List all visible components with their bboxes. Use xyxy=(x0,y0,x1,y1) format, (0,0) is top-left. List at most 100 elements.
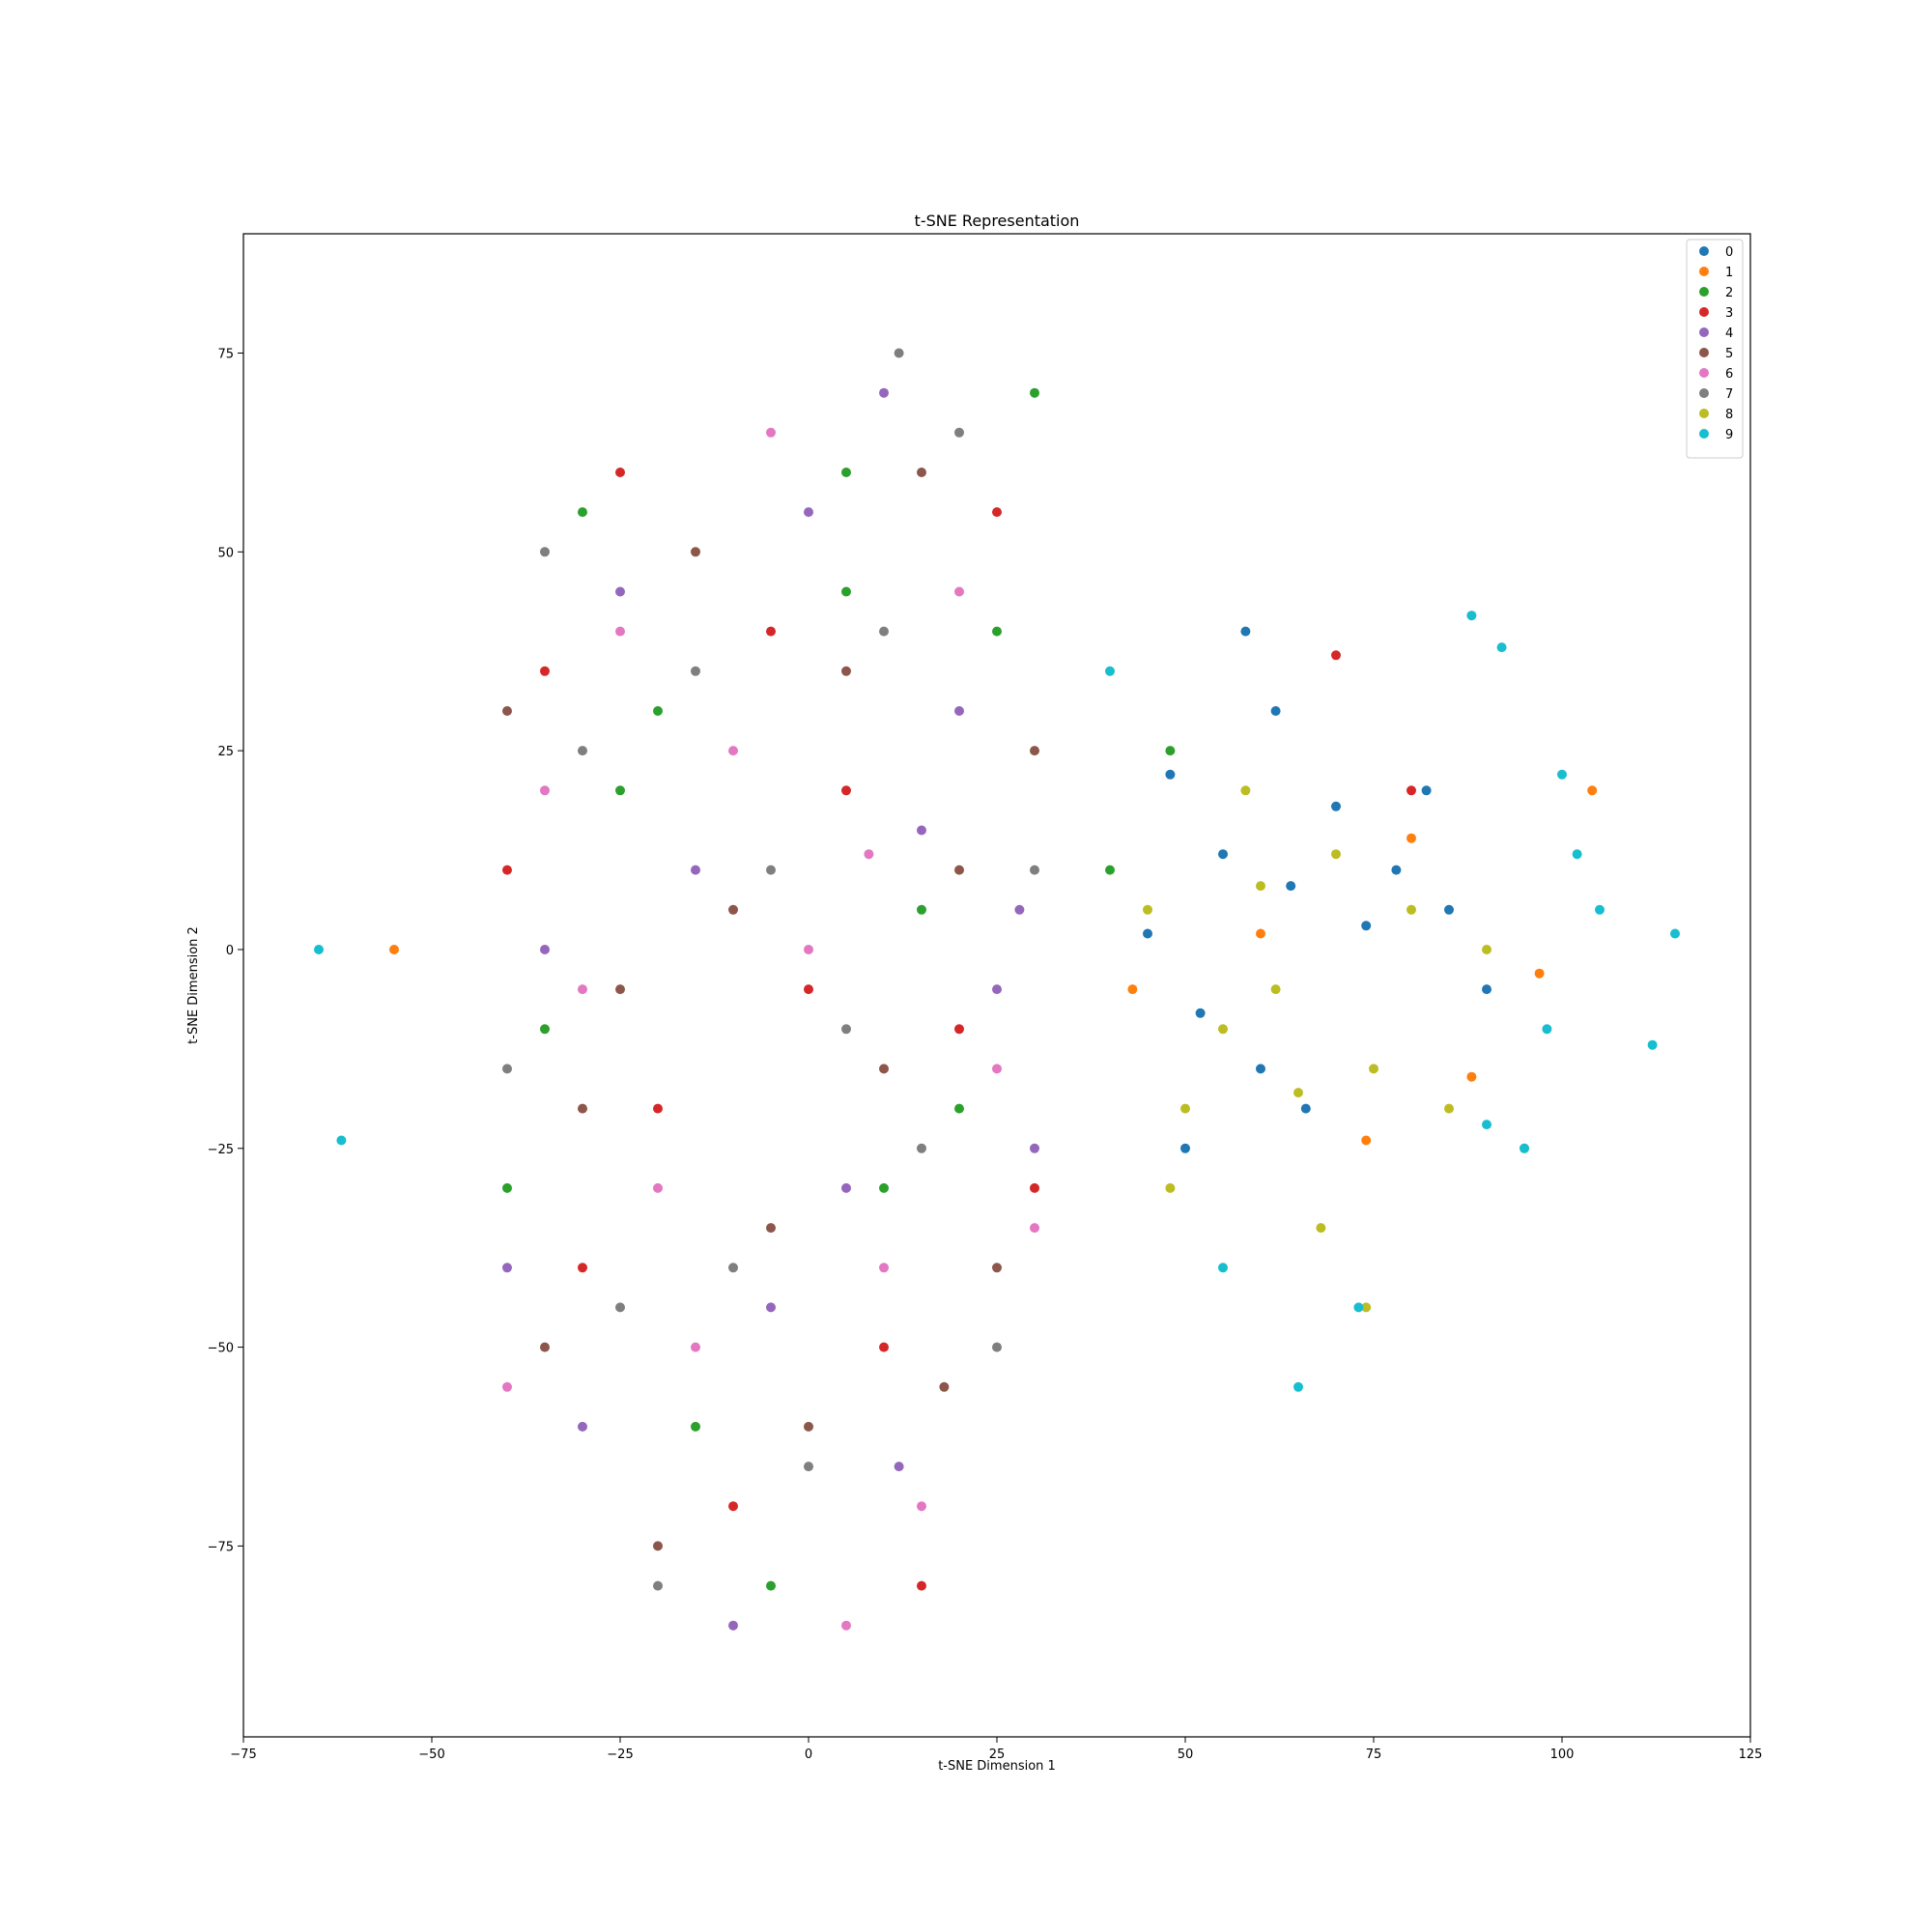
scatter-point-class-4 xyxy=(841,1182,851,1193)
scatter-point-class-0 xyxy=(1421,785,1432,796)
scatter-point-class-7 xyxy=(954,427,964,438)
scatter-point-class-8 xyxy=(1165,1182,1176,1193)
scatter-point-class-2 xyxy=(954,1103,964,1114)
scatter-point-class-8 xyxy=(1444,1103,1454,1114)
legend-marker xyxy=(1699,327,1709,337)
scatter-point-class-4 xyxy=(691,865,700,875)
scatter-point-class-9 xyxy=(1105,666,1115,676)
scatter-point-class-8 xyxy=(1406,904,1416,915)
scatter-point-class-5 xyxy=(939,1381,950,1392)
scatter-point-class-0 xyxy=(1195,1008,1206,1018)
scatter-point-class-7 xyxy=(766,865,776,875)
x-tick-label: 100 xyxy=(1550,1747,1575,1762)
scatter-point-class-1 xyxy=(1466,1071,1477,1082)
scatter-point-class-7 xyxy=(691,666,700,676)
scatter-point-class-6 xyxy=(841,1620,851,1631)
scatter-point-class-4 xyxy=(766,1302,776,1313)
scatter-point-class-3 xyxy=(540,666,550,676)
scatter-point-class-0 xyxy=(1331,801,1341,811)
scatter-point-class-4 xyxy=(917,825,926,836)
scatter-point-class-4 xyxy=(804,507,813,518)
scatter-point-class-1 xyxy=(1127,984,1138,995)
scatter-point-class-7 xyxy=(804,1462,813,1472)
scatter-point-class-3 xyxy=(653,1103,663,1114)
scatter-point-class-3 xyxy=(578,1263,587,1273)
scatter-point-class-0 xyxy=(1482,984,1492,995)
y-tick-label: −75 xyxy=(208,1540,234,1554)
scatter-point-class-5 xyxy=(653,1541,663,1551)
legend-label: 7 xyxy=(1725,387,1733,402)
legend: 0 1 2 3 4 5 6 7 8 9 xyxy=(1686,239,1744,459)
legend-label: 5 xyxy=(1725,347,1733,361)
scatter-point-class-2 xyxy=(653,706,663,716)
scatter-point-class-2 xyxy=(540,1024,550,1035)
scatter-point-class-0 xyxy=(1240,626,1251,637)
scatter-point-class-2 xyxy=(691,1421,700,1432)
scatter-point-class-4 xyxy=(954,706,964,716)
x-axis-ticks: −75 −50 −25 0 25 50 75 100 125 xyxy=(230,1737,1762,1762)
scatter-points xyxy=(314,348,1680,1631)
scatter-point-class-5 xyxy=(540,1342,550,1352)
scatter-point-class-4 xyxy=(502,1263,512,1273)
scatter-point-class-9 xyxy=(1647,1039,1658,1050)
scatter-point-class-7 xyxy=(894,348,904,358)
scatter-point-class-0 xyxy=(1180,1143,1190,1153)
scatter-point-class-6 xyxy=(992,1064,1002,1074)
x-tick-label: 50 xyxy=(1178,1747,1194,1762)
scatter-point-class-4 xyxy=(1030,1143,1039,1153)
scatter-point-class-6 xyxy=(879,1263,889,1273)
y-tick-label: 25 xyxy=(217,745,234,759)
scatter-point-class-5 xyxy=(1030,746,1039,756)
scatter-point-class-9 xyxy=(1218,1263,1228,1273)
legend-marker xyxy=(1699,287,1709,297)
scatter-point-class-9 xyxy=(1557,769,1567,780)
scatter-point-class-5 xyxy=(917,468,926,477)
scatter-point-class-3 xyxy=(804,984,813,995)
scatter-point-class-7 xyxy=(615,1302,625,1313)
scatter-point-class-8 xyxy=(1240,785,1251,796)
legend-label: 6 xyxy=(1725,367,1733,382)
legend-marker xyxy=(1699,368,1709,378)
legend-marker xyxy=(1699,267,1709,276)
scatter-point-class-1 xyxy=(389,945,399,954)
scatter-point-class-2 xyxy=(578,507,587,518)
scatter-point-class-7 xyxy=(578,746,587,756)
scatter-point-class-9 xyxy=(1482,1120,1492,1130)
scatter-point-class-5 xyxy=(615,984,625,995)
scatter-point-class-8 xyxy=(1361,1302,1372,1313)
scatter-point-class-6 xyxy=(653,1182,663,1193)
scatter-point-class-0 xyxy=(1143,928,1152,939)
scatter-point-class-6 xyxy=(804,945,813,954)
chart-title: t-SNE Representation xyxy=(915,212,1080,230)
scatter-point-class-2 xyxy=(1030,387,1039,398)
scatter-point-class-3 xyxy=(728,1501,738,1512)
legend-label: 9 xyxy=(1725,428,1733,442)
scatter-point-class-4 xyxy=(879,387,889,398)
x-tick-label: 125 xyxy=(1739,1747,1763,1762)
scatter-point-class-4 xyxy=(578,1421,587,1432)
scatter-point-class-4 xyxy=(615,586,625,597)
scatter-point-class-2 xyxy=(879,1182,889,1193)
scatter-point-class-2 xyxy=(1165,746,1176,756)
scatter-point-class-5 xyxy=(992,1263,1002,1273)
scatter-point-class-0 xyxy=(1286,881,1296,892)
scatter-point-class-0 xyxy=(1361,921,1372,931)
scatter-point-class-0 xyxy=(1391,865,1402,875)
scatter-point-class-8 xyxy=(1331,849,1341,860)
scatter-point-class-2 xyxy=(992,626,1002,637)
y-tick-label: −50 xyxy=(208,1342,234,1356)
scatter-point-class-9 xyxy=(1572,849,1582,860)
scatter-point-class-3 xyxy=(766,626,776,637)
legend-marker xyxy=(1699,307,1709,317)
scatter-point-class-0 xyxy=(1218,849,1228,860)
scatter-point-class-4 xyxy=(992,984,1002,995)
scatter-point-class-2 xyxy=(841,468,851,477)
scatter-point-class-1 xyxy=(1534,968,1545,979)
scatter-point-class-9 xyxy=(314,945,324,954)
scatter-point-class-7 xyxy=(917,1143,926,1153)
scatter-point-class-4 xyxy=(728,1620,738,1631)
scatter-point-class-5 xyxy=(879,1064,889,1074)
scatter-point-class-3 xyxy=(879,1342,889,1352)
scatter-point-class-6 xyxy=(1030,1223,1039,1234)
